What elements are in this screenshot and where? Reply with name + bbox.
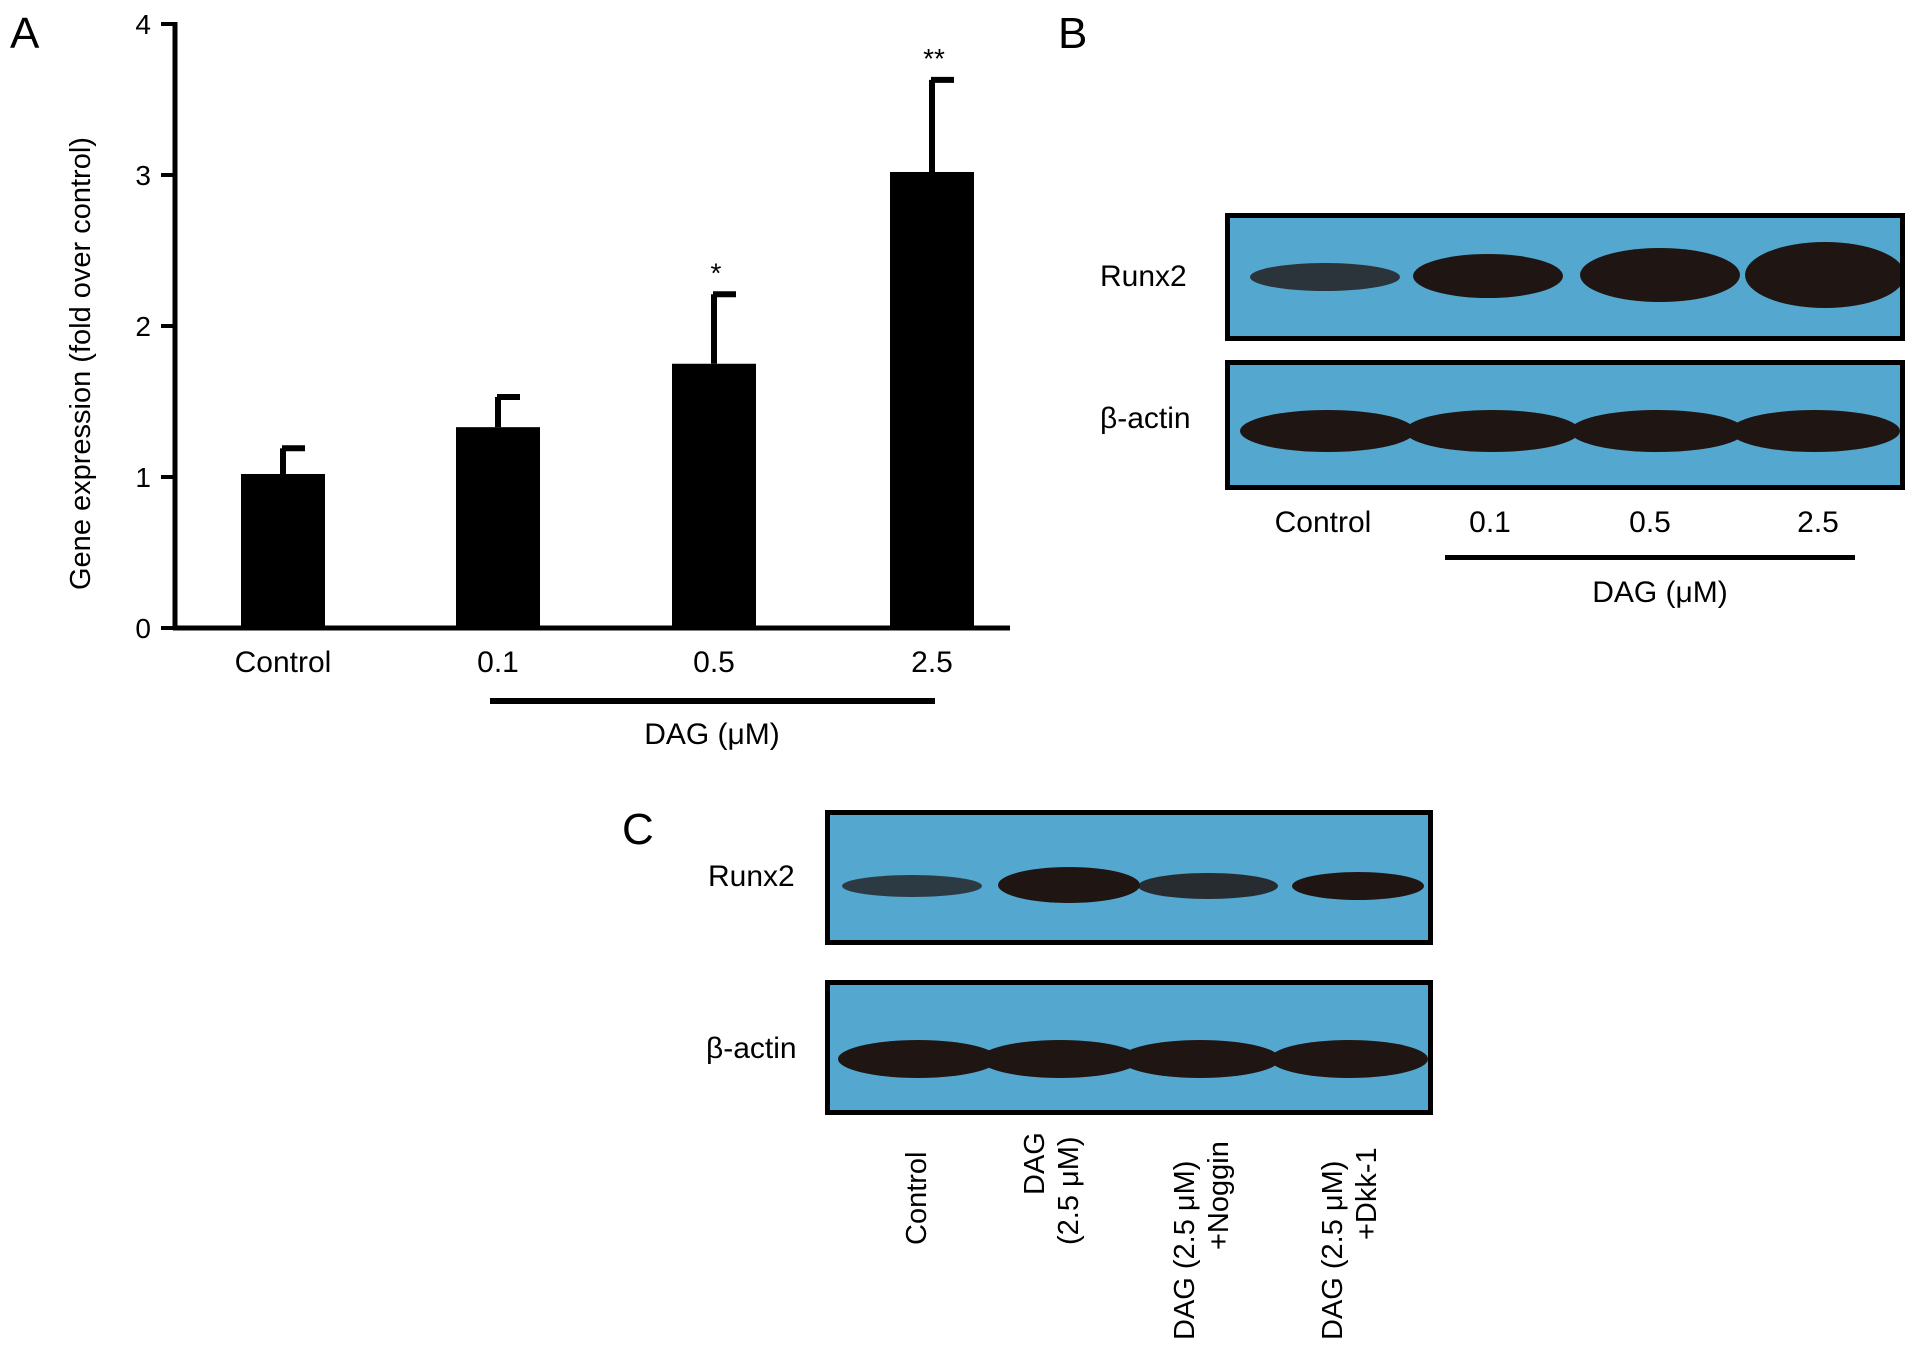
y-axis-label: Gene expression (fold over control) bbox=[65, 137, 97, 590]
blot-b-lane-0-1: 0.1 bbox=[1469, 506, 1511, 539]
y-tick-label: 2 bbox=[135, 311, 151, 342]
bar bbox=[890, 171, 974, 629]
blot-c-row-runx2: Runx2 bbox=[708, 860, 795, 893]
significance-label: * bbox=[711, 257, 722, 288]
y-tick-label: 3 bbox=[135, 160, 151, 191]
panel-c-letter: C bbox=[622, 805, 654, 854]
blot-c-actin-band-dag bbox=[980, 1040, 1140, 1078]
blot-c-runx2-band-dag bbox=[998, 867, 1140, 903]
blot-b-runx2-band-2-5 bbox=[1745, 242, 1900, 308]
x-axis-label: DAG (μM) bbox=[644, 718, 780, 751]
panel-a-letter: A bbox=[10, 9, 40, 58]
blot-c-runx2-band-dkk1 bbox=[1292, 872, 1424, 900]
bar-chart: 0 1 2 3 4 Control 0.1 0.5 * 2.5 ** bbox=[135, 9, 1010, 679]
blot-c-actin-band-dkk1 bbox=[1270, 1040, 1428, 1078]
x-tick-label: 0.1 bbox=[477, 646, 519, 679]
blot-c-row-actin: β-actin bbox=[706, 1032, 797, 1065]
blot-c-runx2-membrane bbox=[825, 810, 1433, 945]
blot-c-lane-dag-line2: (2.5 μM) bbox=[1053, 1136, 1085, 1245]
blot-b-runx2-membrane bbox=[1225, 213, 1905, 341]
blot-b-group-label: DAG (μM) bbox=[1592, 576, 1728, 609]
blot-b-group-line bbox=[1445, 555, 1855, 560]
blot-b-runx2-band-0-5 bbox=[1580, 248, 1740, 302]
bar bbox=[672, 363, 756, 628]
blot-b-runx2-band-control bbox=[1250, 263, 1400, 291]
blot-c-runx2-band-control bbox=[842, 875, 982, 897]
blot-c-lane-noggin-line2: +Noggin bbox=[1203, 1141, 1235, 1250]
blot-c-lane-dkk1-line2: +Dkk-1 bbox=[1351, 1147, 1383, 1240]
y-tick-label: 1 bbox=[135, 462, 151, 493]
panel-b-letter: B bbox=[1058, 9, 1088, 58]
bar bbox=[456, 427, 540, 628]
blot-b-lane-0-5: 0.5 bbox=[1629, 506, 1671, 539]
y-tick-label: 4 bbox=[135, 9, 151, 40]
blot-c-lane-dkk1-line1: DAG (2.5 μM) bbox=[1317, 1160, 1349, 1340]
x-group-line bbox=[490, 698, 935, 704]
x-tick-label: Control bbox=[235, 646, 332, 679]
blot-c-runx2-band-noggin bbox=[1138, 873, 1278, 899]
blot-b-actin-membrane bbox=[1225, 360, 1905, 490]
blot-b-runx2-band-0-1 bbox=[1413, 254, 1563, 298]
blot-b-lane-control: Control bbox=[1274, 506, 1372, 539]
blot-c-actin-membrane bbox=[825, 980, 1433, 1115]
x-tick-label: 2.5 bbox=[911, 646, 953, 679]
x-tick-label: 0.5 bbox=[693, 646, 735, 679]
blot-c-actin-band-noggin bbox=[1120, 1040, 1280, 1078]
blot-b-actin-band-0-1 bbox=[1405, 410, 1580, 452]
blot-b-actin-band-control bbox=[1240, 410, 1415, 452]
blot-b-actin-band-2-5 bbox=[1730, 410, 1900, 452]
blot-b-row-actin: β-actin bbox=[1100, 402, 1191, 435]
bar bbox=[241, 473, 325, 628]
blot-b-lane-2-5: 2.5 bbox=[1797, 506, 1839, 539]
blot-c-actin-band-control bbox=[838, 1040, 998, 1078]
blot-c-lane-noggin-line1: DAG (2.5 μM) bbox=[1169, 1160, 1201, 1340]
y-tick-label: 0 bbox=[135, 613, 151, 644]
blot-b-row-runx2: Runx2 bbox=[1100, 260, 1187, 293]
blot-b-actin-band-0-5 bbox=[1570, 410, 1745, 452]
blot-c-lane-dag-line1: DAG bbox=[1019, 1132, 1051, 1195]
significance-label: ** bbox=[923, 43, 945, 74]
blot-c-lane-control: Control bbox=[901, 1151, 933, 1246]
